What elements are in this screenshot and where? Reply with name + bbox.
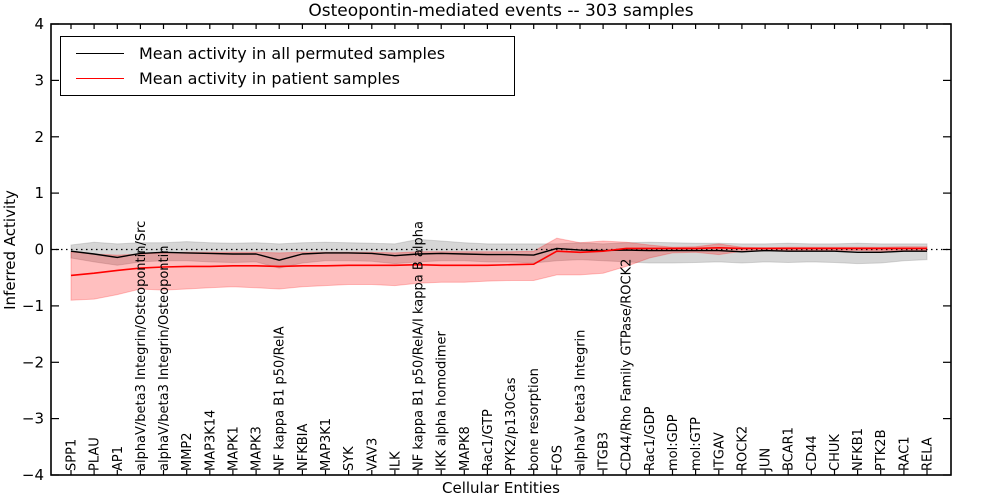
x-tick-label: MAP3K14 (203, 410, 218, 471)
x-tick-label: CD44 (805, 435, 820, 471)
legend-line-black (76, 52, 124, 54)
x-tick-label: PTK2B (874, 430, 889, 472)
x-tick-label: MAPK3 (250, 426, 265, 471)
y-tick-label: −1 (22, 297, 44, 315)
x-tick-label: CD44/Rho Family GTPase/ROCK2 (620, 259, 635, 471)
x-tick-label: IKK alpha homodimer (435, 330, 450, 471)
x-tick-label: RAC1 (897, 436, 912, 471)
x-tick-label: Rac1/GTP (481, 409, 496, 471)
x-tick-label: BCAR1 (782, 427, 797, 471)
y-tick-label: −4 (22, 466, 44, 484)
x-tick-label: SYK (342, 446, 357, 471)
legend-line-red (76, 78, 124, 80)
x-tick-label: mol:GTP (689, 417, 704, 471)
x-tick-label: NF kappa B1 p50/RelA (273, 326, 288, 471)
x-tick-label: Rac1/GDP (643, 406, 658, 471)
x-tick-label: ILK (388, 451, 403, 471)
x-tick-label: NF kappa B1 p50/RelA/I kappa B alpha (412, 221, 427, 471)
line-series-0 (70, 247, 927, 261)
x-tick-label: AP1 (111, 446, 126, 471)
y-tick-label: 3 (34, 71, 44, 89)
legend-item-permuted: Mean activity in all permuted samples (76, 44, 514, 63)
chart-title: Osteopontin-mediated events -- 303 sampl… (308, 1, 694, 21)
y-tick-label: 4 (34, 15, 44, 33)
y-tick-label: 0 (34, 241, 44, 259)
y-tick-label: −2 (22, 353, 44, 371)
y-axis-title: Inferred Activity (1, 190, 19, 310)
legend-label-permuted: Mean activity in all permuted samples (139, 43, 446, 63)
y-tick-label: 1 (34, 184, 44, 202)
y-tick-label: 2 (34, 128, 44, 146)
x-tick-label: VAV3 (365, 438, 380, 471)
x-tick-label: RELA (921, 437, 936, 471)
x-tick-label: alphaV beta3 Integrin (574, 330, 589, 471)
x-tick-label: MMP2 (180, 432, 195, 471)
x-tick-label: NFKBIA (296, 424, 311, 471)
x-tick-label: bone resorption (527, 368, 542, 471)
x-tick-label: MAPK8 (458, 426, 473, 471)
x-axis-title: Cellular Entities (442, 479, 560, 497)
x-tick-label: ITGB3 (597, 432, 612, 471)
x-tick-label: MAP3K1 (319, 418, 334, 471)
x-tick-label: SPP1 (65, 439, 80, 471)
line-series-1 (70, 247, 927, 277)
x-tick-label: ROCK2 (735, 426, 750, 471)
x-tick-label: PLAU (88, 437, 103, 471)
x-tick-label: alphaV/beta3 Integrin/Osteopontin/Src (134, 221, 149, 471)
x-tick-label: ITGAV (712, 432, 727, 471)
x-tick-label: JUN (759, 448, 774, 472)
legend: Mean activity in all permuted samples Me… (60, 36, 515, 96)
x-tick-label: NFKB1 (851, 428, 866, 471)
x-tick-label: FOS (550, 445, 565, 471)
band-series-0 (70, 238, 928, 269)
x-tick-label: alphaV/beta3 Integrin/Osteopontin (157, 246, 172, 471)
x-tick-label: MAPK1 (226, 426, 241, 471)
legend-label-patient: Mean activity in patient samples (139, 69, 400, 89)
y-tick-label: −3 (22, 410, 44, 428)
x-tick-label: PYK2/p130Cas (504, 377, 519, 471)
legend-item-patient: Mean activity in patient samples (76, 69, 514, 88)
x-tick-label: mol:GDP (666, 414, 681, 471)
x-tick-label: CHUK (828, 434, 843, 471)
